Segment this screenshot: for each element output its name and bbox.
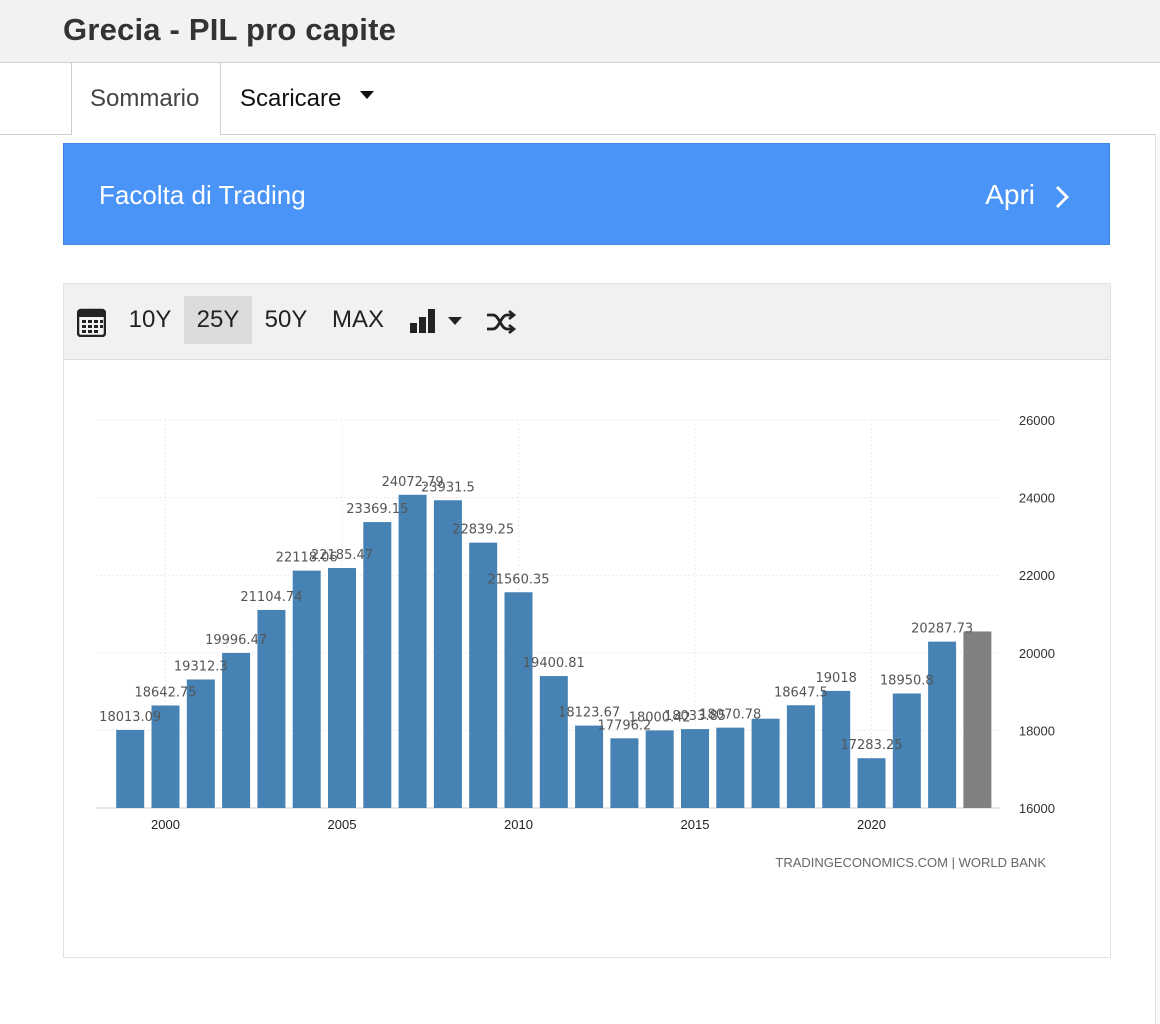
bar-value-label: 18070.78 xyxy=(699,708,761,723)
bar xyxy=(292,570,321,808)
source-credit: TRADINGECONOMICS.COM | WORLD BANK xyxy=(775,855,1046,870)
bar xyxy=(610,738,639,808)
tab-download[interactable]: Scaricare xyxy=(240,85,342,112)
banner-open-label: Apri xyxy=(985,179,1035,210)
banner-open-button[interactable]: Apri xyxy=(985,179,1063,211)
bar xyxy=(222,652,251,808)
bar-value-label: 19996.47 xyxy=(205,633,267,648)
bar-chart-icon[interactable] xyxy=(409,308,437,334)
bar xyxy=(504,592,533,808)
forecast-bar xyxy=(963,631,992,808)
bar xyxy=(469,542,498,808)
bar xyxy=(928,641,957,808)
y-tick-label: 16000 xyxy=(1019,801,1055,816)
y-tick-label: 22000 xyxy=(1019,568,1055,583)
bar xyxy=(398,494,427,808)
right-sidebar-edge xyxy=(1155,134,1160,1024)
bar-value-label: 21560.35 xyxy=(487,572,549,587)
shuffle-icon[interactable] xyxy=(485,309,517,335)
bar-value-label: 18642.75 xyxy=(134,685,196,700)
y-tick-label: 26000 xyxy=(1019,413,1055,428)
bar-value-label: 23369.15 xyxy=(346,502,408,517)
tab-summary[interactable]: Sommario xyxy=(71,63,221,135)
bar xyxy=(645,730,674,808)
bar xyxy=(328,568,356,808)
bar-value-label: 21104.74 xyxy=(240,590,302,605)
banner-label: Facolta di Trading xyxy=(99,180,306,210)
bar xyxy=(186,679,215,808)
bar xyxy=(539,676,568,808)
y-tick-label: 24000 xyxy=(1019,491,1055,506)
range-50y-button[interactable]: 50Y xyxy=(264,306,308,333)
x-tick-label: 2020 xyxy=(857,817,886,832)
x-tick-label: 2010 xyxy=(504,817,533,832)
chevron-down-icon[interactable] xyxy=(447,316,463,326)
bar-value-label: 18647.5 xyxy=(774,685,828,700)
bar xyxy=(575,725,604,808)
bar-value-label: 19018 xyxy=(816,671,857,686)
bar xyxy=(716,727,745,808)
bar-value-label: 22118.06 xyxy=(276,551,338,566)
bar xyxy=(822,690,851,808)
trading-banner[interactable]: Facolta di Trading Apri xyxy=(63,143,1110,245)
tab-summary-label: Sommario xyxy=(90,85,200,112)
bar-value-label: 18013.09 xyxy=(99,710,161,725)
bar xyxy=(681,729,709,808)
bar xyxy=(892,693,921,808)
calendar-icon[interactable] xyxy=(77,307,106,337)
x-tick-label: 2015 xyxy=(681,817,710,832)
tab-bar: Sommario Scaricare xyxy=(0,63,1160,135)
bar-value-label: 18950.8 xyxy=(880,674,934,689)
bar xyxy=(433,500,462,808)
bar xyxy=(751,718,780,808)
x-tick-label: 2000 xyxy=(151,817,180,832)
bar xyxy=(857,758,886,808)
bar-value-label: 20287.73 xyxy=(911,622,973,637)
chart-toolbar: 10Y 25Y 50Y MAX xyxy=(64,284,1110,360)
bar-value-label: 24072.79 xyxy=(382,475,444,490)
bar-value-label: 23931.5 xyxy=(421,480,475,495)
header-bar: Grecia - PIL pro capite xyxy=(0,0,1160,63)
y-tick-label: 18000 xyxy=(1019,723,1055,738)
bar-value-label: 17796.2 xyxy=(598,718,652,733)
bar-value-label: 18123.67 xyxy=(558,706,620,721)
bar-value-label: 22839.25 xyxy=(452,523,514,538)
x-tick-label: 2005 xyxy=(328,817,357,832)
range-25y-button[interactable]: 25Y xyxy=(184,296,252,344)
range-10y-button[interactable]: 10Y xyxy=(128,306,172,333)
chevron-right-icon xyxy=(1056,186,1069,208)
range-max-button[interactable]: MAX xyxy=(331,306,384,333)
bar-value-label: 18000.42 xyxy=(629,710,691,725)
page-title: Grecia - PIL pro capite xyxy=(63,12,397,47)
bar xyxy=(363,522,392,808)
bar-value-label: 22185.47 xyxy=(311,548,373,563)
bar-value-label: 18033.85 xyxy=(664,709,726,724)
y-tick-label: 20000 xyxy=(1019,646,1055,661)
bar-value-label: 17283.25 xyxy=(840,738,902,753)
bar xyxy=(257,609,286,808)
bar-value-label: 19400.81 xyxy=(523,656,585,671)
chart-card: 10Y 25Y 50Y MAX xyxy=(63,283,1111,958)
bar-value-label: 19312.3 xyxy=(174,659,228,674)
bar xyxy=(116,729,145,808)
bar xyxy=(786,705,815,808)
bar xyxy=(151,705,180,808)
chevron-down-icon[interactable] xyxy=(360,91,374,99)
